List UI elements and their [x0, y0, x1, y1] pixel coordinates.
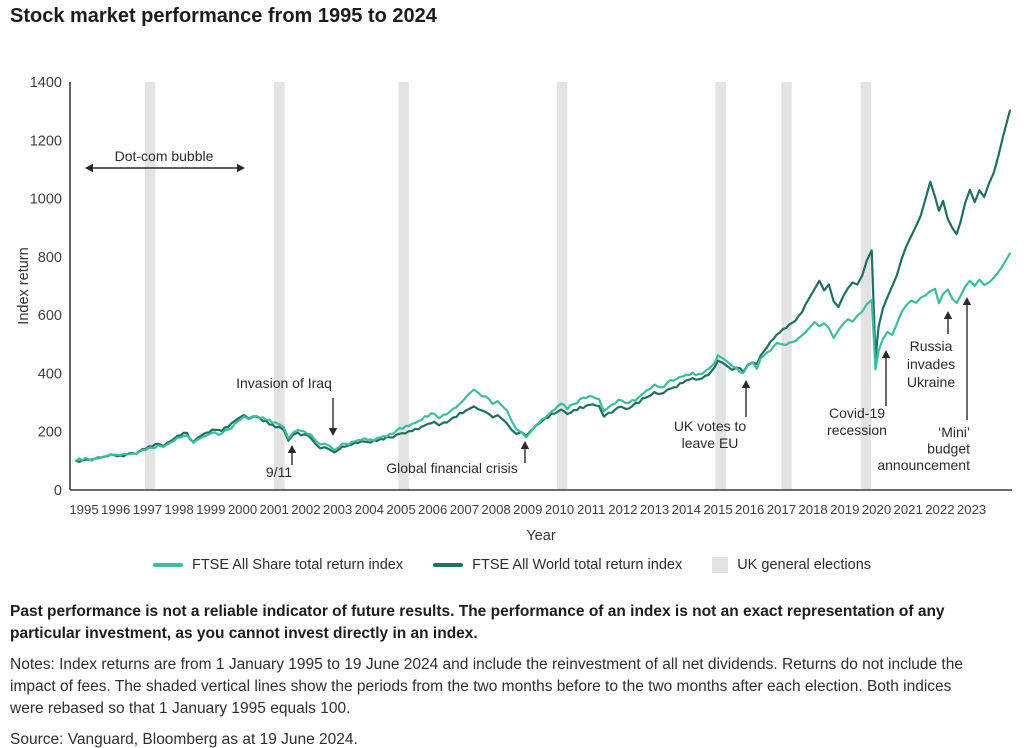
svg-text:1999: 1999: [196, 502, 225, 517]
annotation-invasion-of-iraq: Invasion of Iraq: [236, 375, 338, 436]
svg-text:200: 200: [38, 425, 62, 441]
svg-text:budget: budget: [927, 441, 970, 457]
svg-text:recession: recession: [827, 422, 887, 438]
svg-text:2014: 2014: [672, 502, 701, 517]
notes-text: Notes: Index returns are from 1 January …: [10, 656, 963, 717]
svg-text:2005: 2005: [386, 502, 415, 517]
svg-text:1200: 1200: [30, 133, 62, 149]
svg-text:2023: 2023: [957, 502, 986, 517]
x-axis-title: Year: [526, 528, 555, 544]
svg-text:2000: 2000: [228, 502, 257, 517]
svg-text:2013: 2013: [640, 502, 669, 517]
svg-text:‘Mini’: ‘Mini’: [938, 424, 970, 440]
elections-band-swatch: [712, 557, 729, 573]
chart-legend: FTSE All Share total return index FTSE A…: [0, 557, 1024, 573]
svg-text:1996: 1996: [101, 502, 130, 517]
svg-text:0: 0: [54, 483, 62, 499]
svg-text:1997: 1997: [133, 502, 162, 517]
svg-text:Russia: Russia: [910, 338, 953, 354]
chart-footer: Past performance is not a reliable indic…: [10, 601, 1000, 748]
svg-text:2018: 2018: [798, 502, 827, 517]
legend-label-all-share: FTSE All Share total return index: [191, 557, 404, 573]
election-band: [556, 82, 568, 490]
legend-label-elections: UK general elections: [737, 557, 872, 573]
y-axis-title: Index return: [16, 247, 32, 324]
svg-text:2004: 2004: [355, 502, 384, 517]
svg-text:UK votes to: UK votes to: [674, 418, 747, 434]
svg-text:1400: 1400: [30, 75, 62, 91]
svg-text:800: 800: [38, 250, 62, 266]
election-bands: [144, 82, 872, 490]
annotation-dotcom-bubble: Dot-com bubble: [85, 148, 245, 173]
svg-text:2022: 2022: [925, 502, 954, 517]
ftse-all-share-line: [74, 252, 1011, 462]
svg-text:2012: 2012: [608, 502, 637, 517]
all-share-line-swatch: [152, 563, 183, 567]
election-band: [398, 82, 409, 490]
svg-text:Global financial crisis: Global financial crisis: [386, 460, 518, 476]
svg-text:2017: 2017: [767, 502, 796, 517]
svg-text:2007: 2007: [450, 502, 479, 517]
x-axis-labels: 1995 1996 1997 1998 1999 2000 2001 2002 2003 2004…: [69, 502, 986, 517]
svg-text:2011: 2011: [577, 502, 605, 517]
svg-text:invades: invades: [907, 356, 955, 372]
legend-label-all-world: FTSE All World total return index: [472, 557, 683, 573]
all-world-line-swatch: [433, 563, 464, 567]
svg-text:1995: 1995: [69, 502, 98, 517]
annotation-russia-invades-ukraine: Russia invades Ukraine: [907, 311, 955, 390]
svg-text:2015: 2015: [703, 502, 732, 517]
election-band: [860, 82, 872, 490]
annotation-global-financial-crisis: Global financial crisis: [386, 441, 530, 476]
svg-text:2001: 2001: [260, 502, 289, 517]
svg-text:2009: 2009: [513, 502, 542, 517]
svg-text:2021: 2021: [894, 502, 923, 517]
svg-text:1998: 1998: [164, 502, 193, 517]
svg-text:Covid-19: Covid-19: [829, 405, 885, 421]
svg-text:2006: 2006: [418, 502, 447, 517]
axes: [69, 82, 1012, 491]
svg-text:leave EU: leave EU: [682, 435, 739, 451]
svg-text:2010: 2010: [545, 502, 574, 517]
svg-text:2003: 2003: [323, 502, 352, 517]
svg-text:2020: 2020: [862, 502, 891, 517]
election-band: [274, 82, 285, 490]
svg-text:2002: 2002: [291, 502, 320, 517]
svg-text:Ukraine: Ukraine: [907, 374, 955, 390]
election-band: [144, 82, 156, 490]
svg-text:announcement: announcement: [877, 457, 970, 473]
svg-text:Invasion of Iraq: Invasion of Iraq: [236, 375, 332, 391]
svg-text:2016: 2016: [735, 502, 764, 517]
y-axis-labels: 0 200 400 600 800 1000 1200 1400: [30, 75, 62, 499]
past-performance-disclaimer: Past performance is not a reliable indic…: [10, 603, 945, 642]
election-band: [781, 82, 792, 490]
annotation-nine-eleven: 9/11: [266, 445, 297, 480]
svg-text:2008: 2008: [481, 502, 510, 517]
legend-item-elections: UK general elections: [712, 557, 871, 573]
svg-text:Dot-com bubble: Dot-com bubble: [115, 148, 214, 164]
svg-text:9/11: 9/11: [266, 464, 292, 480]
source-text: Source: Vanguard, Bloomberg as at 19 Jun…: [10, 731, 358, 748]
legend-item-all-world: FTSE All World total return index: [433, 557, 682, 573]
page-title: Stock market performance from 1995 to 20…: [10, 5, 437, 27]
svg-text:400: 400: [38, 366, 62, 382]
svg-text:1000: 1000: [30, 192, 62, 208]
svg-text:2019: 2019: [830, 502, 859, 517]
legend-item-all-share: FTSE All Share total return index: [152, 557, 404, 573]
election-band: [715, 82, 726, 490]
svg-text:600: 600: [38, 308, 62, 324]
